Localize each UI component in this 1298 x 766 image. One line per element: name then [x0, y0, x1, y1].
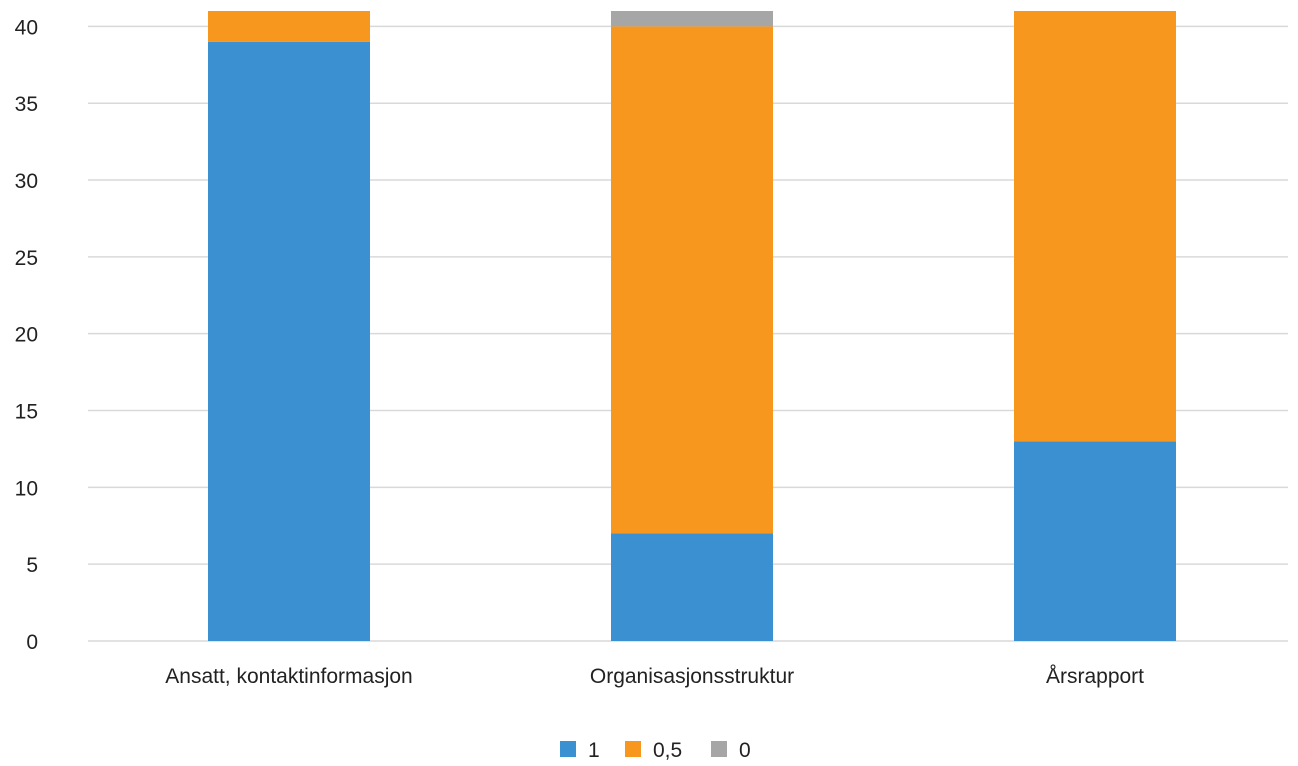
bar-segment	[208, 41, 370, 642]
bar-segment	[611, 11, 773, 27]
y-axis-ticks: 0 5 10 15 20 25 30 35 40	[15, 16, 38, 654]
legend-swatch	[711, 741, 727, 757]
y-tick-label: 40	[15, 16, 38, 39]
x-category-label: Organisasjonsstruktur	[590, 665, 794, 688]
x-category-label: Ansatt, kontaktinformasjon	[165, 665, 412, 688]
bar-segment	[208, 11, 370, 42]
legend-label: 0,5	[653, 739, 682, 762]
bar-segment	[611, 533, 773, 641]
legend-label: 1	[588, 739, 600, 762]
bar-segment	[1014, 11, 1176, 442]
y-tick-label: 30	[15, 170, 38, 193]
y-tick-label: 35	[15, 93, 38, 116]
y-tick-label: 25	[15, 247, 38, 270]
y-tick-label: 20	[15, 324, 38, 347]
bars	[208, 11, 1176, 642]
y-tick-label: 5	[26, 554, 38, 577]
legend: 1 0,5 0	[560, 739, 751, 762]
legend-swatch	[560, 741, 576, 757]
y-tick-label: 0	[26, 631, 38, 654]
legend-swatch	[625, 741, 641, 757]
bar-segment	[1014, 441, 1176, 641]
x-category-label: Årsrapport	[1046, 665, 1144, 688]
legend-label: 0	[739, 739, 751, 762]
x-axis-categories: Ansatt, kontaktinformasjon Organisasjonss…	[165, 665, 1144, 688]
y-tick-label: 10	[15, 477, 38, 500]
bar-segment	[611, 26, 773, 534]
y-tick-label: 15	[15, 401, 38, 424]
